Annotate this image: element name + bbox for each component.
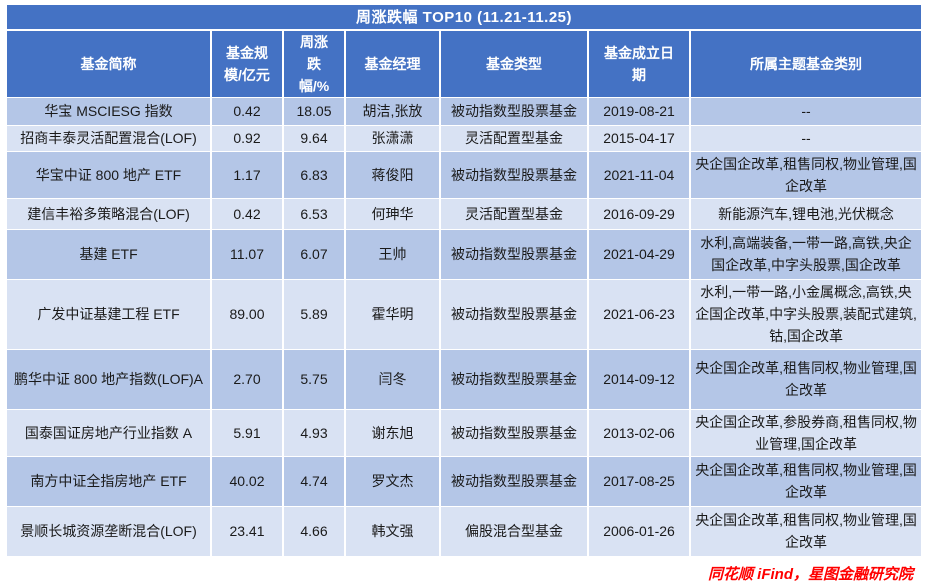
cell-fund-name: 国泰国证房地产行业指数 A [5,408,212,457]
cell-weekly-change: 4.93 [282,408,346,457]
cell-fund-manager: 何珅华 [344,197,441,230]
cell-weekly-change: 5.75 [282,348,346,410]
cell-fund-size: 5.91 [210,408,284,457]
cell-inception-date: 2021-06-23 [587,278,691,350]
cell-theme-category: -- [688,96,924,126]
cell-fund-manager: 谢东旭 [344,408,441,457]
table-row: 鹏华中证 800 地产指数(LOF)A 2.70 5.75 闫冬 被动指数型股票… [5,348,924,410]
column-header-fund-manager: 基金经理 [344,29,441,98]
cell-fund-manager: 罗文杰 [344,455,441,507]
cell-fund-type: 被动指数型股票基金 [439,96,589,126]
cell-fund-type: 灵活配置型基金 [439,124,589,152]
cell-fund-type: 灵活配置型基金 [439,197,589,230]
table-row: 华宝 MSCIESG 指数 0.42 18.05 胡洁,张放 被动指数型股票基金… [5,96,924,126]
cell-fund-size: 0.42 [210,197,284,230]
column-header-inception-date: 基金成立日期 [587,29,691,98]
cell-inception-date: 2021-11-04 [587,150,691,199]
cell-fund-name: 招商丰泰灵活配置混合(LOF) [5,124,212,152]
column-header-fund-size: 基金规模/亿元 [210,29,284,98]
cell-fund-manager: 王帅 [344,228,441,280]
cell-fund-manager: 霍华明 [344,278,441,350]
cell-theme-category: 央企国企改革,租售同权,物业管理,国企改革 [688,348,924,410]
cell-theme-category: -- [688,124,924,152]
cell-theme-category: 水利,高端装备,一带一路,高铁,央企国企改革,中字头股票,国企改革 [688,228,924,280]
cell-theme-category: 新能源汽车,锂电池,光伏概念 [688,197,924,230]
cell-inception-date: 2017-08-25 [587,455,691,507]
column-header-fund-name: 基金简称 [5,29,212,98]
cell-theme-category: 央企国企改革,参股券商,租售同权,物业管理,国企改革 [688,408,924,457]
cell-fund-type: 被动指数型股票基金 [439,455,589,507]
cell-fund-size: 2.70 [210,348,284,410]
cell-weekly-change: 5.89 [282,278,346,350]
cell-fund-type: 被动指数型股票基金 [439,278,589,350]
cell-theme-category: 央企国企改革,租售同权,物业管理,国企改革 [688,150,924,199]
cell-fund-name: 广发中证基建工程 ETF [5,278,212,350]
cell-fund-type: 被动指数型股票基金 [439,348,589,410]
table-row: 国泰国证房地产行业指数 A 5.91 4.93 谢东旭 被动指数型股票基金 20… [5,408,924,457]
cell-weekly-change: 4.74 [282,455,346,507]
cell-theme-category: 央企国企改革,租售同权,物业管理,国企改革 [688,505,924,557]
cell-fund-type: 被动指数型股票基金 [439,408,589,457]
cell-inception-date: 2015-04-17 [587,124,691,152]
cell-fund-size: 0.92 [210,124,284,152]
cell-weekly-change: 4.66 [282,505,346,557]
cell-fund-size: 89.00 [210,278,284,350]
cell-inception-date: 2013-02-06 [587,408,691,457]
cell-fund-name: 南方中证全指房地产 ETF [5,455,212,507]
cell-fund-name: 建信丰裕多策略混合(LOF) [5,197,212,230]
column-header-fund-type: 基金类型 [439,29,589,98]
cell-fund-name: 鹏华中证 800 地产指数(LOF)A [5,348,212,410]
cell-weekly-change: 9.64 [282,124,346,152]
cell-fund-type: 被动指数型股票基金 [439,150,589,199]
cell-fund-name: 基建 ETF [5,228,212,280]
cell-fund-size: 11.07 [210,228,284,280]
source-attribution: 同花顺 iFind，星图金融研究院 [708,565,913,583]
cell-fund-manager: 闫冬 [344,348,441,410]
table-header-row: 基金简称 基金规模/亿元 周涨跌幅/% 基金经理 基金类型 基金成立日期 所属主… [5,29,924,98]
cell-inception-date: 2021-04-29 [587,228,691,280]
cell-inception-date: 2006-01-26 [587,505,691,557]
page: 周涨跌幅 TOP10 (11.21-11.25) 基金简称 基金规模/亿元 周涨… [4,4,924,583]
cell-fund-name: 华宝中证 800 地产 ETF [5,150,212,199]
column-header-weekly-change: 周涨跌幅/% [282,29,346,98]
cell-weekly-change: 18.05 [282,96,346,126]
cell-fund-size: 0.42 [210,96,284,126]
table-row: 南方中证全指房地产 ETF 40.02 4.74 罗文杰 被动指数型股票基金 2… [5,455,924,507]
cell-fund-manager: 蒋俊阳 [344,150,441,199]
cell-weekly-change: 6.53 [282,197,346,230]
cell-fund-name: 华宝 MSCIESG 指数 [5,96,212,126]
table-row: 华宝中证 800 地产 ETF 1.17 6.83 蒋俊阳 被动指数型股票基金 … [5,150,924,199]
cell-weekly-change: 6.07 [282,228,346,280]
cell-theme-category: 央企国企改革,租售同权,物业管理,国企改革 [688,455,924,507]
table-body: 华宝 MSCIESG 指数 0.42 18.05 胡洁,张放 被动指数型股票基金… [5,96,924,557]
table-row: 建信丰裕多策略混合(LOF) 0.42 6.53 何珅华 灵活配置型基金 201… [5,197,924,230]
column-header-theme-category: 所属主题基金类别 [688,29,924,98]
cell-fund-type: 被动指数型股票基金 [439,228,589,280]
table-row: 基建 ETF 11.07 6.07 王帅 被动指数型股票基金 2021-04-2… [5,228,924,280]
cell-fund-type: 偏股混合型基金 [439,505,589,557]
table-title-row: 周涨跌幅 TOP10 (11.21-11.25) [4,4,924,31]
table-row: 招商丰泰灵活配置混合(LOF) 0.92 9.64 张潇潇 灵活配置型基金 20… [5,124,924,152]
table-row: 广发中证基建工程 ETF 89.00 5.89 霍华明 被动指数型股票基金 20… [5,278,924,350]
cell-fund-manager: 张潇潇 [344,124,441,152]
table-row: 景顺长城资源垄断混合(LOF) 23.41 4.66 韩文强 偏股混合型基金 2… [5,505,924,557]
cell-inception-date: 2014-09-12 [587,348,691,410]
cell-theme-category: 水利,一带一路,小金属概念,高铁,央企国企改革,中字头股票,装配式建筑,钴,国企… [688,278,924,350]
cell-inception-date: 2016-09-29 [587,197,691,230]
table-title: 周涨跌幅 TOP10 (11.21-11.25) [4,4,924,31]
cell-fund-manager: 韩文强 [344,505,441,557]
cell-inception-date: 2019-08-21 [587,96,691,126]
cell-fund-name: 景顺长城资源垄断混合(LOF) [5,505,212,557]
cell-fund-manager: 胡洁,张放 [344,96,441,126]
cell-weekly-change: 6.83 [282,150,346,199]
cell-fund-size: 40.02 [210,455,284,507]
fund-table: 周涨跌幅 TOP10 (11.21-11.25) 基金简称 基金规模/亿元 周涨… [4,4,924,557]
cell-fund-size: 23.41 [210,505,284,557]
cell-fund-size: 1.17 [210,150,284,199]
